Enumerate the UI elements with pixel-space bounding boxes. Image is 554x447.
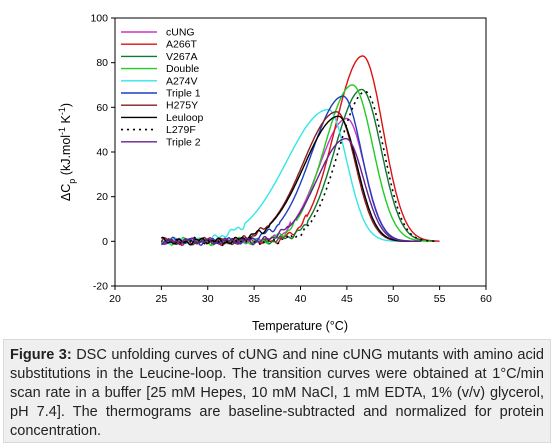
y-axis-label: ΔCp (kJ.mol-1 K-1) xyxy=(57,103,77,201)
x-tick-label: 25 xyxy=(156,293,168,305)
y-tick-label: -20 xyxy=(93,281,108,293)
x-tick-label: 35 xyxy=(248,293,260,305)
y-tick-label: 80 xyxy=(96,57,108,69)
x-tick-label: 50 xyxy=(387,293,399,305)
x-tick-label: 20 xyxy=(109,293,121,305)
legend-label: V267A xyxy=(166,51,198,63)
legend-label: L279F xyxy=(166,124,196,136)
y-tick-label: 40 xyxy=(96,147,108,159)
y-tick-label: 100 xyxy=(90,13,108,25)
series-curves xyxy=(160,55,440,247)
legend-label: Triple 2 xyxy=(166,136,201,148)
y-tick-label: 60 xyxy=(96,102,108,114)
figure-caption: Figure 3: DSC unfolding curves of cUNG a… xyxy=(3,339,551,443)
y-tick-label: 20 xyxy=(96,191,108,203)
series-line-leuloop xyxy=(160,115,422,246)
x-tick-label: 30 xyxy=(202,293,214,305)
x-axis-ticks: 20 25 30 35 40 45 50 55 60 xyxy=(109,286,492,305)
series-line-triple-2 xyxy=(160,137,422,246)
series-line-h275y xyxy=(160,111,417,246)
x-tick-label: 40 xyxy=(295,293,307,305)
legend-label: Triple 1 xyxy=(166,88,201,100)
y-tick-label: 0 xyxy=(102,236,108,248)
legend-label: cUNG xyxy=(166,27,195,39)
legend-label: A274V xyxy=(166,75,198,87)
x-tick-label: 55 xyxy=(434,293,446,305)
legend-label: Double xyxy=(166,63,199,75)
legend-label: Leuloop xyxy=(166,112,204,124)
caption-label: Figure 3: xyxy=(10,347,72,363)
legend-label: A266T xyxy=(166,39,198,51)
x-tick-label: 45 xyxy=(341,293,353,305)
x-axis-label: Temperature (°C) xyxy=(252,319,348,333)
caption-text: DSC unfolding curves of cUNG and nine cU… xyxy=(10,347,544,439)
x-tick-label: 60 xyxy=(480,293,492,305)
legend-label: H275Y xyxy=(166,100,198,112)
y-axis-ticks: -20 0 20 40 60 80 100 xyxy=(90,13,115,293)
